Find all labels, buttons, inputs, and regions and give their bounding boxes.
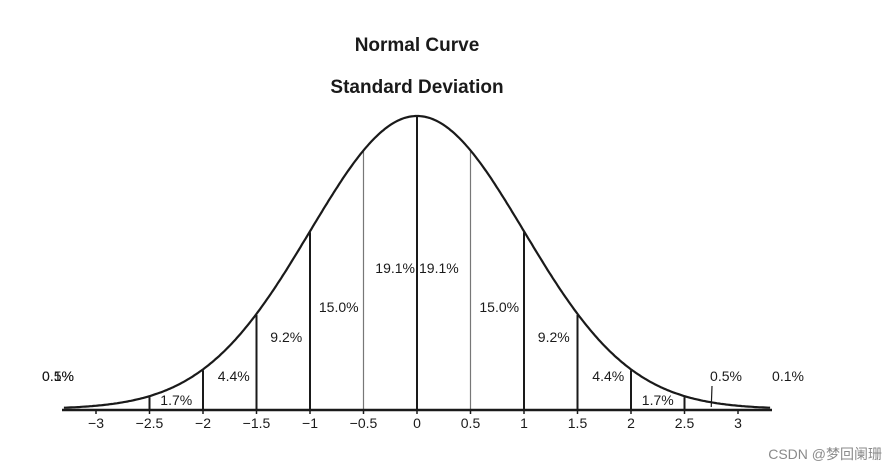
segment-label: 1.7% xyxy=(160,392,192,408)
segment-label: 9.2% xyxy=(538,329,570,345)
x-axis-ticks xyxy=(95,409,739,414)
segment-label: 4.4% xyxy=(592,368,624,384)
tail-leader-lines xyxy=(710,385,713,408)
segment-label: 0.5% xyxy=(42,368,74,384)
x-tick-label: 1.5 xyxy=(568,415,588,431)
leader-line xyxy=(710,385,713,408)
chart-title: Normal Curve xyxy=(354,35,480,56)
x-tick-label: 2.5 xyxy=(675,415,695,431)
segment-label: 1.7% xyxy=(642,392,674,408)
segment-label: 9.2% xyxy=(270,329,302,345)
segment-label: 0.1% xyxy=(772,368,804,384)
segment-percentage-labels: 0.1%0.5%1.7%4.4%9.2%15.0%19.1% 19.1%15.0%… xyxy=(42,260,804,408)
segment-label: 0.5% xyxy=(710,368,742,384)
watermark: CSDN @梦回阑珊 xyxy=(768,446,882,462)
chart-subtitle: Standard Deviation xyxy=(330,77,504,98)
x-tick-label: 0 xyxy=(413,415,421,431)
x-tick-label: −2.5 xyxy=(136,415,164,431)
segment-label: 15.0% xyxy=(479,299,519,315)
x-axis-tick-labels: −3 −2.5 −2 −1.5 −1 −0.5 0 0.5 1 1.5 2 2.5 3 xyxy=(88,415,742,431)
x-tick-label: 1 xyxy=(520,415,528,431)
x-tick-label: 0.5 xyxy=(461,415,481,431)
x-tick-label: −2 xyxy=(195,415,211,431)
segment-label: 19.1% xyxy=(375,260,415,276)
segment-label: 15.0% xyxy=(319,299,359,315)
x-tick-label: −0.5 xyxy=(350,415,378,431)
x-tick-label: −1 xyxy=(302,415,318,431)
segment-label: 0.1% xyxy=(42,368,74,384)
x-tick-label: −3 xyxy=(88,415,104,431)
segment-label: 4.4% xyxy=(218,368,250,384)
normal-curve-line xyxy=(63,114,771,409)
x-tick-label: 3 xyxy=(734,415,742,431)
x-tick-label: −1.5 xyxy=(243,415,271,431)
x-tick-label: 2 xyxy=(627,415,635,431)
segment-label: 19.1% xyxy=(419,260,459,276)
sd-divider-lines xyxy=(148,117,686,409)
